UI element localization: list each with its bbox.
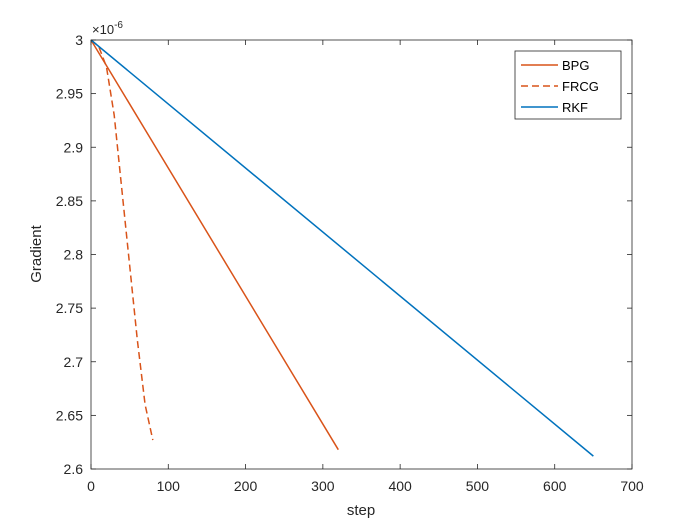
exponent-times-ten: ×10: [92, 22, 114, 37]
legend-label-bpg: BPG: [562, 58, 589, 73]
y-axis-label: Gradient: [28, 224, 45, 282]
x-tick-label: 0: [87, 478, 95, 494]
y-tick-label: 3: [75, 32, 83, 48]
y-tick-label: 2.65: [56, 407, 83, 423]
legend: BPG FRCG RKF: [514, 50, 622, 120]
x-tick-label: 300: [311, 478, 335, 494]
x-tick-label: 600: [543, 478, 567, 494]
x-tick-label: 100: [157, 478, 181, 494]
x-tick-label: 700: [620, 478, 644, 494]
y-tick-label: 2.7: [64, 354, 84, 370]
x-axis-label: step: [347, 502, 375, 519]
y-tick-label: 2.8: [64, 247, 84, 263]
series-layer: [90, 39, 594, 457]
x-tick-label: 200: [234, 478, 258, 494]
legend-label-frcg: FRCG: [562, 79, 599, 94]
y-axis-exponent: ×10-6: [92, 20, 123, 37]
y-tick-label: 2.9: [64, 139, 84, 155]
series-line-frcg: [90, 39, 154, 441]
exponent-value: -6: [114, 20, 123, 31]
y-tick-label: 2.6: [64, 461, 84, 477]
y-tick-label: 2.95: [56, 86, 83, 102]
tick-layer: 0 100 200 300 400 500 600 700 2.6 2.65 2.7 2.75 2.8 2…: [56, 32, 644, 494]
series-line-bpg: [90, 39, 339, 451]
series-line-rkf: [90, 39, 594, 457]
legend-label-rkf: RKF: [562, 100, 588, 115]
y-tick-label: 2.85: [56, 193, 83, 209]
x-tick-label: 500: [466, 478, 490, 494]
x-tick-label: 400: [388, 478, 412, 494]
y-tick-label: 2.75: [56, 300, 83, 316]
